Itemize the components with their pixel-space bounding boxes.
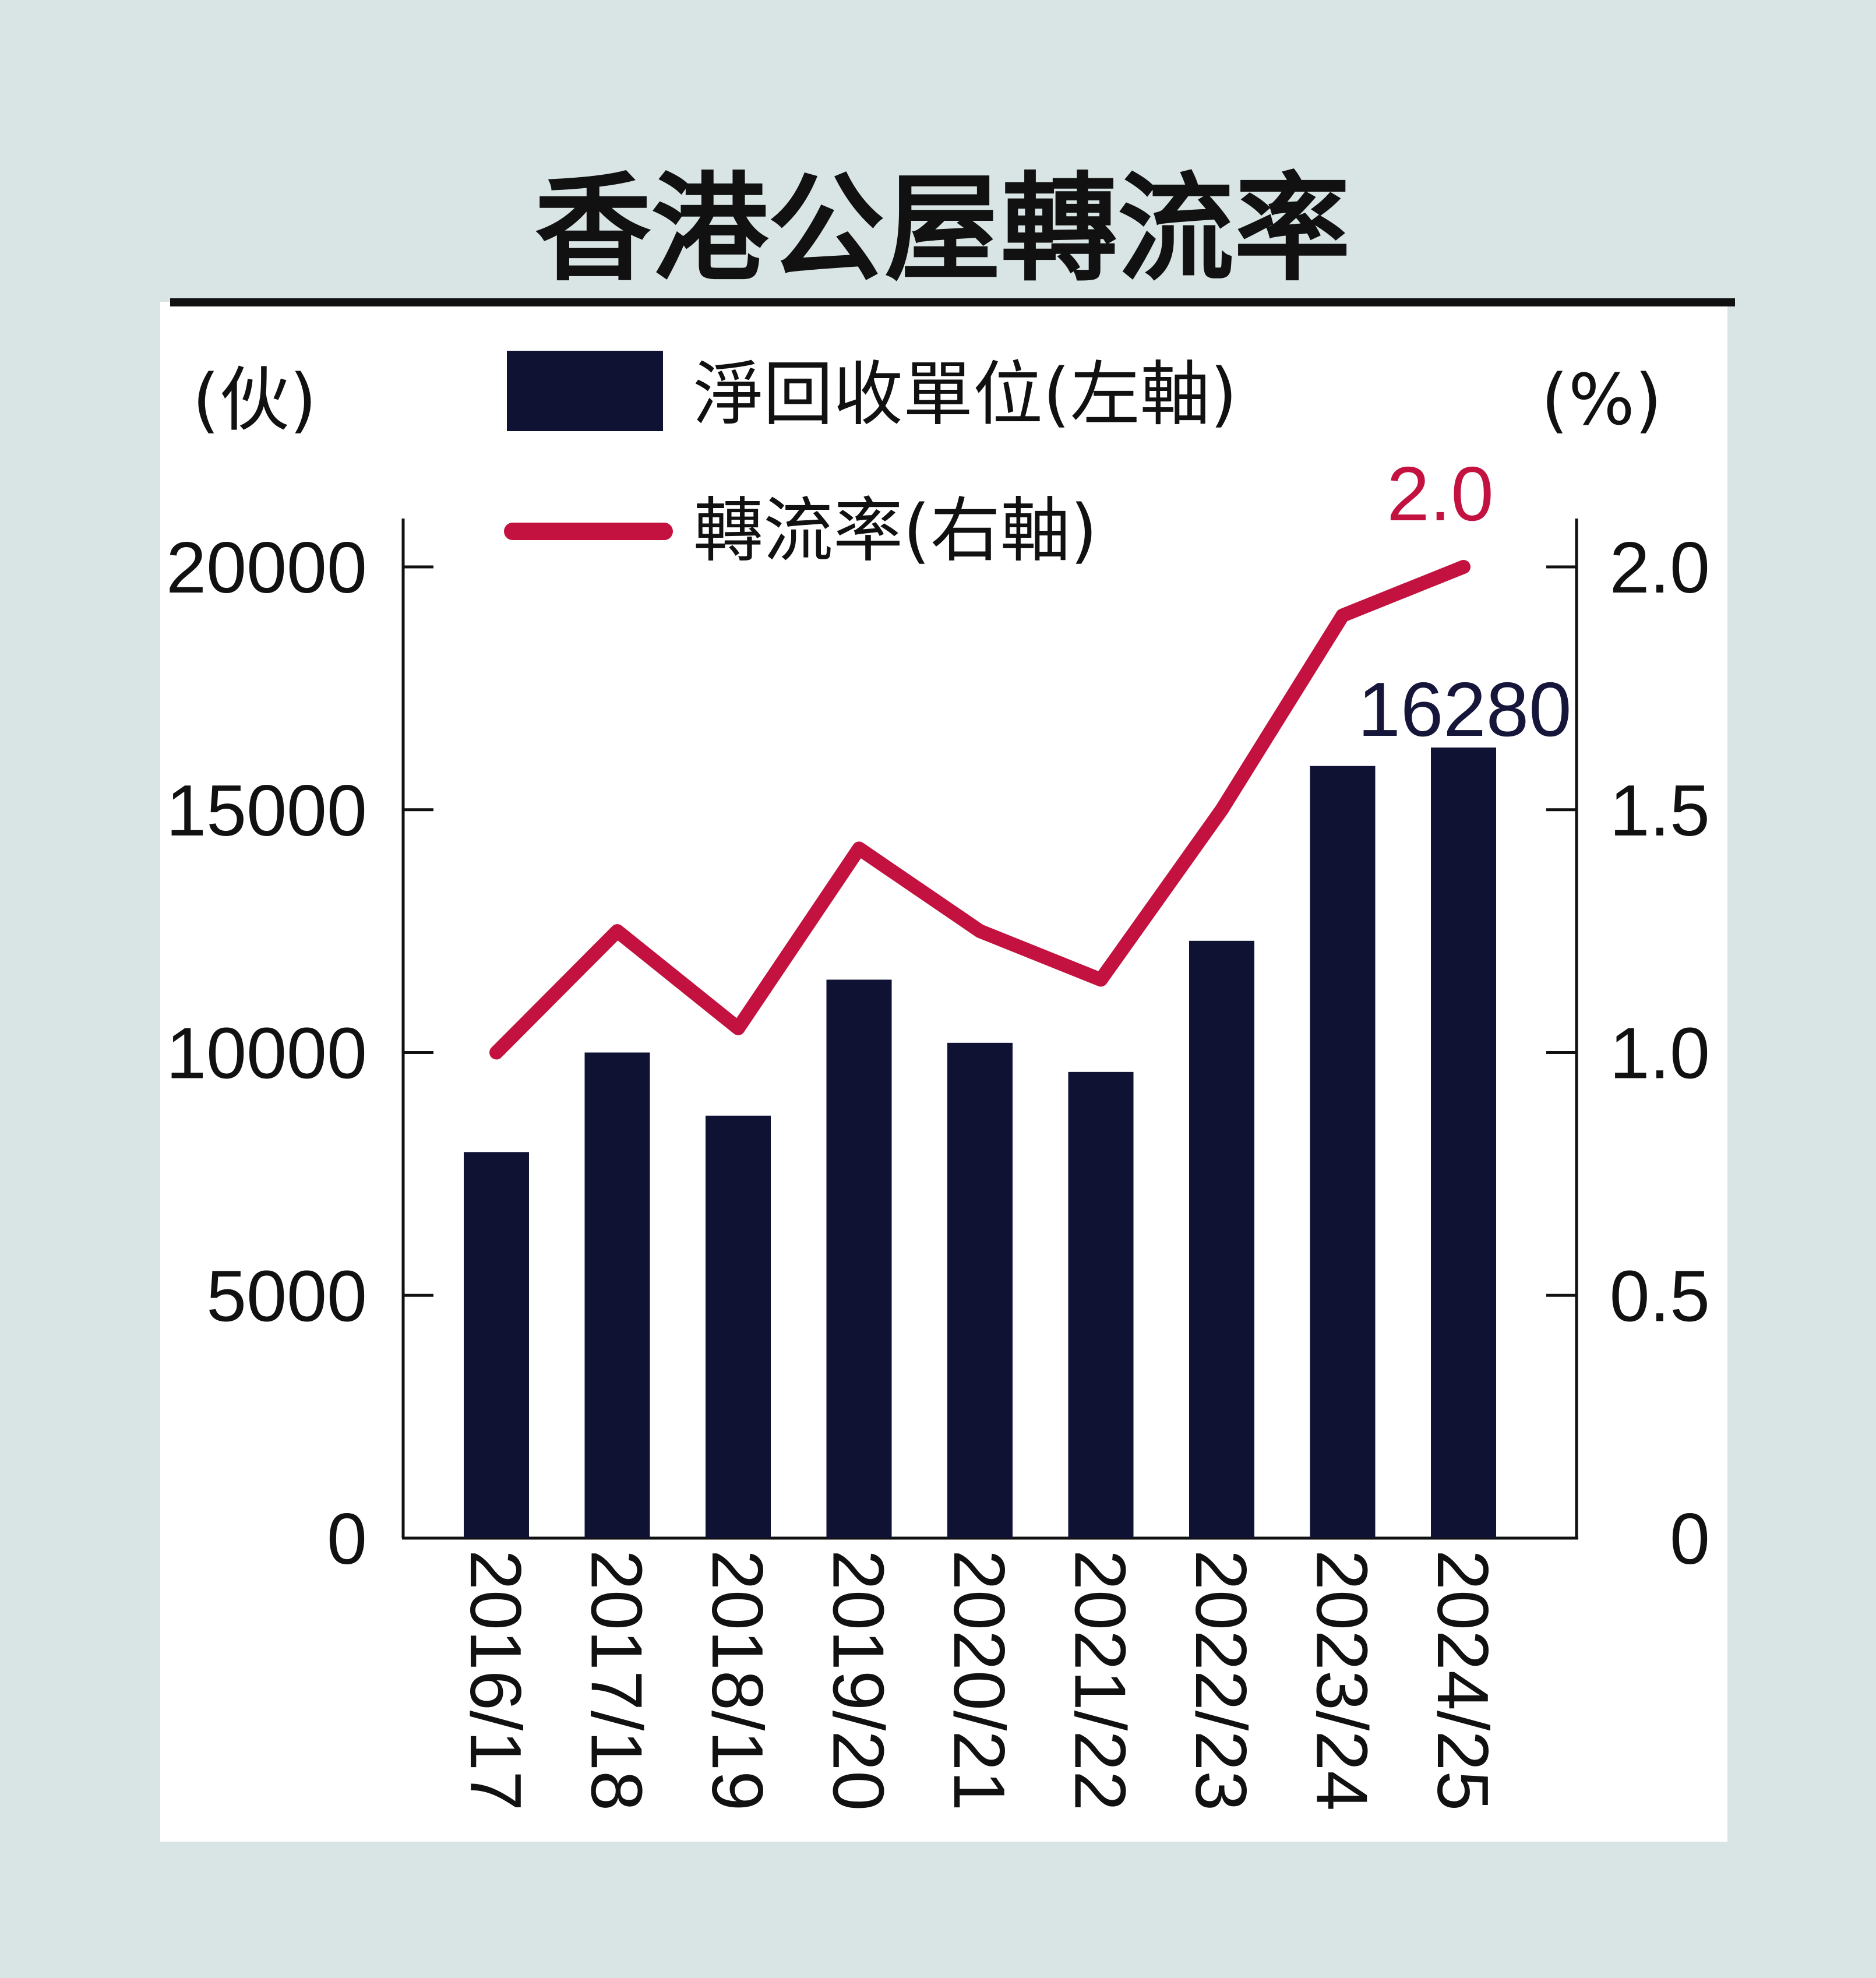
x-tick-label: 2016/17 bbox=[455, 1550, 535, 1811]
legend-bar-label: 淨回收單位(左軸) bbox=[693, 354, 1237, 435]
legend: 淨回收單位(左軸) 轉流率(右軸) bbox=[504, 351, 1237, 572]
left-axis-unit: (伙) bbox=[192, 360, 317, 441]
line-point bbox=[1341, 614, 1344, 617]
line-point bbox=[858, 847, 861, 850]
left-tick-label: 0 bbox=[327, 1499, 367, 1579]
bar bbox=[464, 1152, 529, 1538]
bar bbox=[584, 1052, 650, 1538]
line-series bbox=[489, 560, 1471, 1060]
bar-series bbox=[464, 748, 1496, 1538]
line-point bbox=[979, 930, 981, 933]
line-point bbox=[1462, 566, 1465, 568]
line-point bbox=[495, 1051, 498, 1054]
right-tick-label: 1.0 bbox=[1610, 1014, 1710, 1094]
legend-bar-swatch bbox=[507, 351, 663, 431]
x-tick-label: 2019/20 bbox=[818, 1550, 898, 1811]
x-tick-label: 2017/18 bbox=[576, 1550, 657, 1811]
right-tick-label: 0.5 bbox=[1610, 1256, 1710, 1337]
legend-line-label: 轉流率(右軸) bbox=[693, 491, 1098, 572]
left-tick-label: 20000 bbox=[166, 528, 367, 608]
chart-title: 香港公屋轉流率 bbox=[535, 161, 1350, 297]
right-tick-label: 2.0 bbox=[1610, 528, 1710, 608]
x-tick-label: 2024/25 bbox=[1422, 1550, 1503, 1811]
x-tick-label: 2022/23 bbox=[1180, 1550, 1261, 1811]
x-tick-label: 2018/19 bbox=[697, 1550, 777, 1811]
bar bbox=[947, 1042, 1013, 1538]
x-axis-tick-labels: 2016/17 2017/18 2018/19 2019/20 2020/21 2021/… bbox=[455, 1550, 1503, 1811]
line-point bbox=[616, 930, 619, 933]
line-point bbox=[737, 1027, 739, 1029]
line-point bbox=[1099, 978, 1102, 981]
right-axis-ticks: 0 0.5 1.0 1.5 2.0 bbox=[1546, 528, 1710, 1579]
left-axis-ticks: 0 5000 10000 15000 20000 bbox=[166, 528, 433, 1579]
left-tick-label: 10000 bbox=[166, 1014, 367, 1094]
right-tick-label: 0 bbox=[1670, 1499, 1710, 1579]
title-rule bbox=[170, 298, 1735, 306]
data-annotations: 16280 2.0 bbox=[1357, 451, 1571, 752]
x-tick-label: 2023/24 bbox=[1302, 1550, 1382, 1811]
bar bbox=[706, 1115, 771, 1538]
line-point bbox=[1221, 808, 1223, 811]
bar-value-label: 16280 bbox=[1357, 667, 1571, 752]
bar bbox=[1310, 766, 1376, 1538]
left-tick-label: 5000 bbox=[206, 1256, 367, 1337]
line-value-label: 2.0 bbox=[1387, 451, 1494, 537]
bar bbox=[826, 979, 892, 1538]
bar bbox=[1189, 940, 1254, 1538]
right-tick-label: 1.5 bbox=[1610, 771, 1710, 851]
x-tick-label: 2020/21 bbox=[939, 1550, 1019, 1811]
bar bbox=[1431, 748, 1496, 1538]
x-tick-label: 2021/22 bbox=[1060, 1550, 1140, 1811]
left-tick-label: 15000 bbox=[166, 771, 367, 851]
right-axis-unit: (%) bbox=[1541, 360, 1662, 441]
bar bbox=[1068, 1071, 1134, 1538]
